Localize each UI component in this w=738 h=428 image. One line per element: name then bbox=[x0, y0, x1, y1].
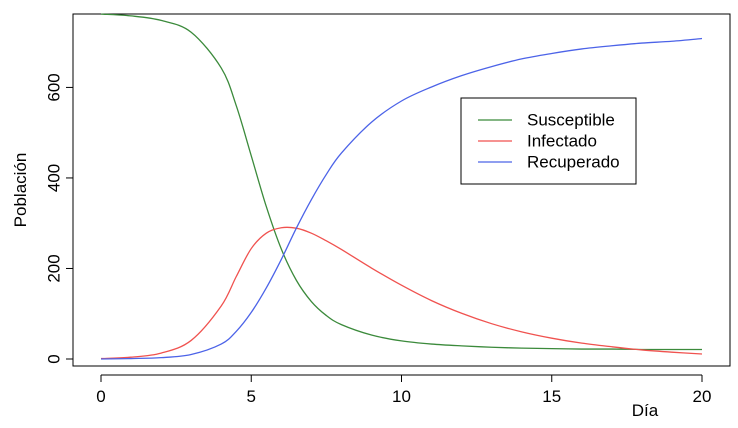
plot-frame bbox=[72, 13, 731, 367]
y-axis: 0 200 400 600 bbox=[45, 73, 74, 364]
x-axis: 0 5 10 15 20 bbox=[96, 374, 712, 406]
x-tick-label: 5 bbox=[247, 387, 256, 406]
series-line-infectado bbox=[100, 226, 703, 360]
y-axis-label: Población bbox=[11, 153, 30, 228]
y-tick-label: 200 bbox=[45, 254, 64, 282]
x-tick-label: 10 bbox=[392, 387, 411, 406]
x-axis-label: Día bbox=[632, 401, 659, 420]
x-tick-label: 0 bbox=[96, 387, 105, 406]
y-tick-label: 600 bbox=[45, 73, 64, 101]
y-tick-label: 400 bbox=[45, 164, 64, 192]
legend: Susceptible Infectado Recuperado bbox=[460, 97, 637, 185]
series-line-susceptible bbox=[100, 13, 702, 351]
x-tick-label: 20 bbox=[693, 387, 712, 406]
series-lines bbox=[100, 13, 703, 360]
y-tick-label: 0 bbox=[45, 354, 64, 363]
legend-label-infectado: Infectado bbox=[527, 132, 597, 151]
legend-label-susceptible: Susceptible bbox=[527, 111, 615, 130]
legend-label-recuperado: Recuperado bbox=[527, 153, 620, 172]
x-tick-label: 15 bbox=[542, 387, 561, 406]
legend-items: Susceptible Infectado Recuperado bbox=[478, 111, 620, 172]
series-line-recuperado bbox=[100, 37, 703, 360]
